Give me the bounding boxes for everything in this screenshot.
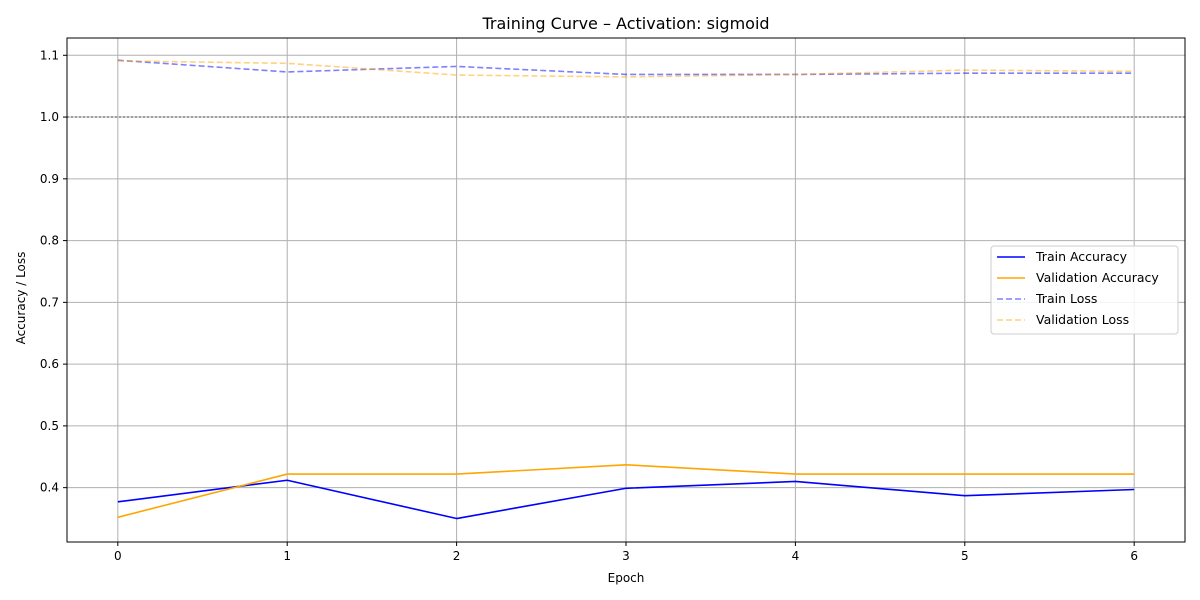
grid bbox=[67, 38, 1185, 542]
series-layer bbox=[117, 59, 1135, 520]
series-line-validation-accuracy bbox=[117, 463, 1135, 519]
x-tick-label: 6 bbox=[1130, 549, 1138, 563]
legend-label: Validation Accuracy bbox=[1036, 270, 1159, 285]
y-tick-label: 1.1 bbox=[40, 48, 59, 62]
legend-label: Train Accuracy bbox=[1035, 249, 1128, 264]
x-axis-ticks: 0 1 2 3 4 5 6 bbox=[114, 542, 1138, 563]
x-tick-label: 0 bbox=[114, 549, 122, 563]
y-axis-ticks: 0.4 0.5 0.6 0.7 0.8 0.9 1.0 1.1 bbox=[40, 48, 67, 495]
series-line-validation-loss bbox=[117, 60, 1135, 78]
y-tick-label: 0.4 bbox=[40, 481, 59, 495]
x-tick-label: 2 bbox=[453, 549, 461, 563]
x-tick-label: 4 bbox=[792, 549, 800, 563]
x-tick-label: 5 bbox=[961, 549, 969, 563]
y-tick-label: 0.5 bbox=[40, 419, 59, 433]
legend-box bbox=[990, 245, 1179, 335]
series-line-train-loss bbox=[117, 59, 1135, 76]
y-tick-label: 0.6 bbox=[40, 357, 59, 371]
series-line-train-accuracy bbox=[117, 479, 1135, 520]
legend-label: Train Loss bbox=[1035, 291, 1097, 306]
legend: Train Accuracy Validation Accuracy Train L… bbox=[990, 245, 1179, 335]
y-axis-label: Accuracy / Loss bbox=[14, 252, 28, 345]
x-axis-label: Epoch bbox=[608, 571, 645, 585]
y-tick-label: 0.7 bbox=[40, 295, 59, 309]
y-tick-label: 0.8 bbox=[40, 234, 59, 248]
legend-label: Validation Loss bbox=[1036, 312, 1129, 327]
chart-title: Training Curve – Activation: sigmoid bbox=[481, 14, 769, 33]
x-tick-label: 3 bbox=[622, 549, 630, 563]
y-tick-label: 0.9 bbox=[40, 172, 59, 186]
x-tick-label: 1 bbox=[283, 549, 291, 563]
y-tick-label: 1.0 bbox=[40, 110, 59, 124]
